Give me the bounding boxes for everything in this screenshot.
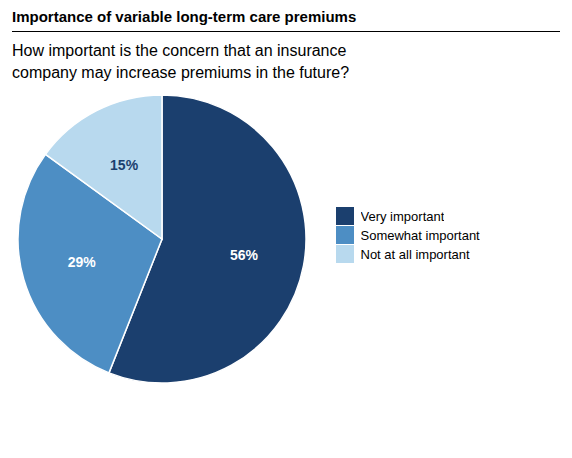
svg-text:15%: 15% <box>110 157 139 173</box>
html-text:How important is the concern t: How important is the concern that an ins… <box>12 42 349 81</box>
svg-text:29%: 29% <box>68 254 97 270</box>
svg-text:56%: 56% <box>230 247 259 263</box>
html-text:Very important: Very important <box>360 208 445 224</box>
html-text:Somewhat important: Somewhat important <box>360 227 480 243</box>
html-text:Not at all important: Not at all important <box>360 246 470 262</box>
html-text:Importance of variable long-te: Importance of variable long-term care pr… <box>12 8 357 25</box>
